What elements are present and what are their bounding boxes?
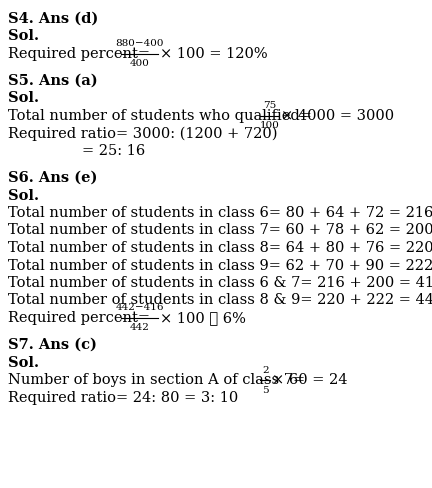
Text: S6. Ans (e): S6. Ans (e)	[8, 171, 97, 185]
Text: 880−400: 880−400	[115, 39, 164, 48]
Text: S4. Ans (d): S4. Ans (d)	[8, 12, 98, 26]
Text: 442−416: 442−416	[115, 304, 164, 312]
Text: Required percent=: Required percent=	[8, 311, 155, 325]
Text: Total number of students in class 9= 62 + 70 + 90 = 222: Total number of students in class 9= 62 …	[8, 259, 432, 272]
Text: Required percent=: Required percent=	[8, 47, 155, 61]
Text: = 25: 16: = 25: 16	[8, 144, 145, 158]
Text: × 100 = 120%: × 100 = 120%	[160, 47, 267, 61]
Text: × 100 ≅ 6%: × 100 ≅ 6%	[160, 311, 246, 325]
Text: Total number of students in class 8= 64 + 80 + 76 = 220: Total number of students in class 8= 64 …	[8, 241, 432, 255]
Text: S5. Ans (a): S5. Ans (a)	[8, 74, 98, 88]
Text: Total number of students in class 8 & 9= 220 + 222 = 442: Total number of students in class 8 & 9=…	[8, 293, 432, 307]
Text: Required ratio= 3000: (1200 + 720): Required ratio= 3000: (1200 + 720)	[8, 126, 277, 141]
Text: Total number of students in class 7= 60 + 78 + 62 = 200: Total number of students in class 7= 60 …	[8, 224, 432, 238]
Text: 442: 442	[130, 324, 149, 332]
Text: Number of boys in section A of class 7=: Number of boys in section A of class 7=	[8, 373, 310, 387]
Text: Total number of students who qualified=: Total number of students who qualified=	[8, 109, 317, 123]
Text: Sol.: Sol.	[8, 91, 39, 105]
Text: 400: 400	[130, 59, 149, 68]
Text: × 60 = 24: × 60 = 24	[272, 373, 348, 387]
Text: Sol.: Sol.	[8, 188, 39, 203]
Text: 75: 75	[263, 102, 276, 110]
Text: S7. Ans (c): S7. Ans (c)	[8, 338, 97, 352]
Text: 5: 5	[262, 386, 268, 395]
Text: × 4000 = 3000: × 4000 = 3000	[281, 109, 394, 123]
Text: 100: 100	[260, 122, 280, 130]
Text: Total number of students in class 6= 80 + 64 + 72 = 216: Total number of students in class 6= 80 …	[8, 206, 432, 220]
Text: Required ratio= 24: 80 = 3: 10: Required ratio= 24: 80 = 3: 10	[8, 390, 238, 405]
Text: Total number of students in class 6 & 7= 216 + 200 = 416: Total number of students in class 6 & 7=…	[8, 276, 432, 290]
Text: Sol.: Sol.	[8, 356, 39, 369]
Text: Sol.: Sol.	[8, 29, 39, 43]
Text: 2: 2	[262, 366, 268, 375]
